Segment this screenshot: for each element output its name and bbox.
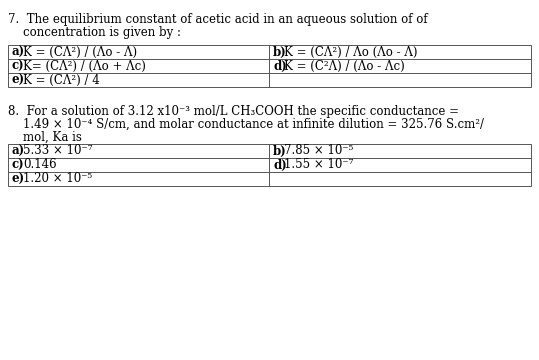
Text: 5.33 × 10⁻⁷: 5.33 × 10⁻⁷: [23, 144, 93, 158]
Text: K= (CΛ²) / (Λo + Λc): K= (CΛ²) / (Λo + Λc): [23, 59, 146, 72]
Text: a): a): [12, 144, 25, 158]
Text: 0.146: 0.146: [23, 158, 57, 171]
Text: e): e): [12, 172, 25, 185]
Text: mol, Ka is: mol, Ka is: [8, 131, 82, 144]
Bar: [8, 144, 531, 186]
Bar: [8, 45, 531, 87]
Text: a): a): [12, 45, 25, 58]
Text: K = (CΛ²) / (Λo - Λ): K = (CΛ²) / (Λo - Λ): [23, 45, 137, 58]
Text: K = (C²Λ) / (Λo - Λc): K = (C²Λ) / (Λo - Λc): [284, 59, 405, 72]
Text: d): d): [273, 59, 287, 72]
Text: e): e): [12, 73, 25, 86]
Text: 1.49 × 10⁻⁴ S/cm, and molar conductance at infinite dilution = 325.76 S.cm²/: 1.49 × 10⁻⁴ S/cm, and molar conductance …: [8, 118, 484, 131]
Text: K = (CΛ²) / 4: K = (CΛ²) / 4: [23, 73, 100, 86]
Text: c): c): [12, 59, 25, 72]
Text: K = (CΛ²) / Λo (Λo - Λ): K = (CΛ²) / Λo (Λo - Λ): [284, 45, 418, 58]
Text: d): d): [273, 158, 287, 171]
Text: 1.20 × 10⁻⁵: 1.20 × 10⁻⁵: [23, 172, 92, 185]
Text: c): c): [12, 158, 25, 171]
Text: 7.85 × 10⁻⁵: 7.85 × 10⁻⁵: [284, 144, 353, 158]
Text: 1.55 × 10⁻⁷: 1.55 × 10⁻⁷: [284, 158, 354, 171]
Text: concentration is given by :: concentration is given by :: [8, 26, 181, 39]
Text: b): b): [273, 45, 287, 58]
Text: 8.  For a solution of 3.12 x10⁻³ mol/L CH₃COOH the specific conductance =: 8. For a solution of 3.12 x10⁻³ mol/L CH…: [8, 105, 459, 118]
Text: b): b): [273, 144, 287, 158]
Text: 7.  The equilibrium constant of acetic acid in an aqueous solution of of: 7. The equilibrium constant of acetic ac…: [8, 13, 427, 26]
